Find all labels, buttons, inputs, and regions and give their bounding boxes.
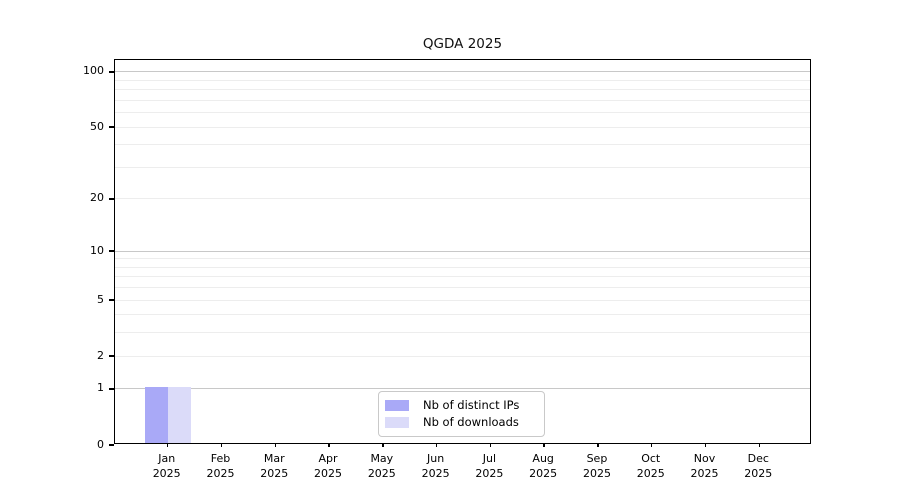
x-tick-year: 2025 — [314, 467, 343, 480]
x-tick-month: Apr — [318, 452, 338, 465]
gridline-minor — [115, 299, 810, 301]
x-tick-label-jan: Jan 2025 — [135, 451, 199, 481]
bar-distinct-ips — [144, 386, 168, 443]
x-tick-mark — [166, 443, 169, 447]
y-tick-label: 100 — [83, 64, 104, 78]
legend-label-distinct-ips: Nb of distinct IPs — [423, 398, 520, 412]
x-tick-month: Jul — [482, 452, 497, 465]
x-tick-month: Jun — [427, 452, 445, 465]
gridline-minor — [115, 126, 810, 128]
x-tick-label-oct: Oct 2025 — [619, 451, 683, 481]
x-tick-year: 2025 — [744, 467, 773, 480]
x-tick-month: May — [370, 452, 394, 465]
gridline-minor — [115, 266, 810, 268]
gridline-major — [115, 388, 810, 390]
y-tick-label: 0 — [97, 437, 104, 451]
x-tick-month: Sep — [586, 452, 608, 465]
x-tick-year: 2025 — [206, 467, 235, 480]
gridline-minor — [115, 355, 810, 357]
y-tick-label: 2 — [97, 348, 104, 362]
y-tick-label: 5 — [97, 292, 104, 306]
x-tick-mark — [435, 443, 438, 447]
x-tick-year: 2025 — [260, 467, 289, 480]
x-tick-month: Feb — [210, 452, 231, 465]
gridline-minor — [115, 99, 810, 101]
gridline-minor — [115, 332, 810, 334]
x-tick-label-mar: Mar 2025 — [242, 451, 306, 481]
y-tick-mark — [109, 444, 114, 446]
gridline-minor — [115, 89, 810, 91]
gridline-minor — [115, 198, 810, 200]
gridline-minor — [115, 79, 810, 81]
x-tick-month: Aug — [532, 452, 554, 465]
x-tick-month: Mar — [263, 452, 285, 465]
x-tick-year: 2025 — [152, 467, 181, 480]
y-tick-mark — [109, 250, 114, 252]
y-tick-label: 10 — [90, 243, 104, 257]
y-tick-mark — [109, 198, 114, 200]
x-tick-label-jul: Jul 2025 — [457, 451, 521, 481]
x-tick-year: 2025 — [582, 467, 611, 480]
y-tick-label: 50 — [90, 119, 104, 133]
x-tick-month: Oct — [641, 452, 661, 465]
y-tick-mark — [109, 71, 114, 73]
x-tick-mark — [489, 443, 492, 447]
legend-label-downloads: Nb of downloads — [423, 415, 519, 429]
gridline-major — [115, 71, 810, 73]
x-tick-year: 2025 — [475, 467, 504, 480]
y-tick-label: 20 — [90, 191, 104, 205]
y-tick-mark — [109, 355, 114, 357]
x-tick-mark — [220, 443, 223, 447]
x-tick-label-may: May 2025 — [350, 451, 414, 481]
legend-swatch-downloads — [385, 417, 409, 428]
x-tick-label-aug: Aug 2025 — [511, 451, 575, 481]
legend-swatch-distinct-ips — [385, 400, 409, 411]
x-tick-year: 2025 — [421, 467, 450, 480]
bar-downloads — [167, 386, 191, 443]
legend-row-distinct-ips: Nb of distinct IPs — [385, 399, 544, 412]
y-tick-label: 1 — [97, 381, 104, 395]
y-tick-mark — [109, 299, 114, 301]
x-tick-label-dec: Dec 2025 — [726, 451, 790, 481]
x-tick-mark — [274, 443, 276, 447]
x-tick-mark — [543, 443, 545, 447]
plot-area — [109, 59, 811, 447]
chart-title: QGDA 2025 — [422, 36, 503, 52]
x-tick-month: Jan — [158, 452, 176, 465]
y-tick-mark — [109, 126, 114, 128]
x-tick-month: Nov — [693, 452, 716, 465]
x-tick-year: 2025 — [690, 467, 719, 480]
x-tick-label-sep: Sep 2025 — [565, 451, 629, 481]
gridline-minor — [115, 287, 810, 289]
gridline-minor — [115, 258, 810, 260]
legend-row-downloads: Nb of downloads — [385, 416, 544, 429]
x-tick-mark — [758, 443, 761, 447]
gridline-minor — [115, 144, 810, 146]
x-tick-mark — [597, 443, 599, 447]
gridline-minor — [115, 166, 810, 168]
x-tick-label-jun: Jun 2025 — [404, 451, 468, 481]
x-tick-label-apr: Apr 2025 — [296, 451, 360, 481]
x-tick-mark — [650, 443, 653, 447]
x-tick-mark — [382, 443, 384, 447]
x-tick-mark — [328, 443, 330, 447]
x-tick-label-nov: Nov 2025 — [673, 451, 737, 481]
x-tick-year: 2025 — [529, 467, 558, 480]
legend: Nb of distinct IPs Nb of downloads — [378, 391, 545, 437]
x-tick-label-feb: Feb 2025 — [188, 451, 252, 481]
gridline-minor — [115, 314, 810, 316]
gridline-minor — [115, 112, 810, 114]
y-tick-mark — [109, 388, 114, 390]
gridline-minor — [115, 276, 810, 278]
x-tick-mark — [704, 443, 707, 447]
x-tick-year: 2025 — [636, 467, 665, 480]
x-tick-year: 2025 — [367, 467, 396, 480]
gridline-major — [115, 250, 810, 252]
x-tick-month: Dec — [747, 452, 769, 465]
